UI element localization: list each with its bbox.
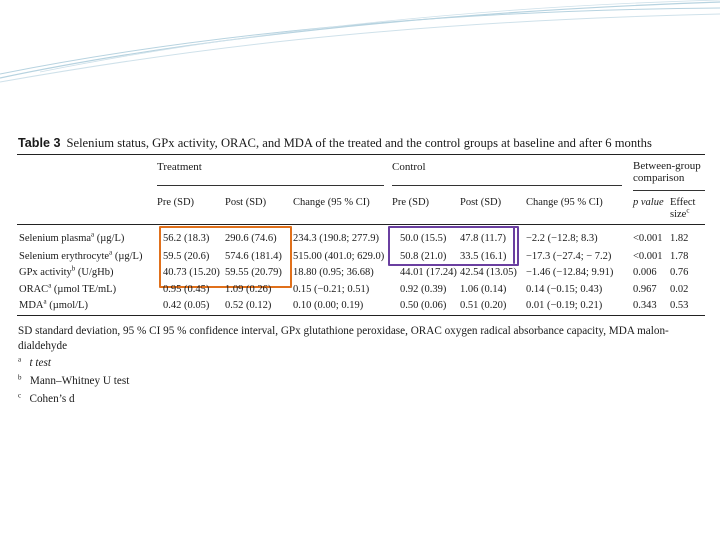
footnote-abbreviations-cont: dialdehyde [18, 340, 68, 352]
col-header-effect-2: sizec [670, 206, 690, 220]
col-header-p-value: p value [633, 197, 664, 208]
table-cell-t-pre: 56.2 (18.3) [163, 233, 210, 244]
table-cell-t-post: 59.55 (20.79) [225, 267, 282, 278]
table-cell-c-post: 33.5 (16.1) [460, 251, 507, 262]
table-cell-t-post: 0.52 (0.12) [225, 300, 272, 311]
footnote-abbreviations: SD standard deviation, 95 % CI 95 % conf… [18, 325, 669, 337]
table-cell-t-change: 0.10 (0.00; 0.19) [293, 300, 364, 311]
table-cell-t-change: 234.3 (190.8; 277.9) [293, 233, 380, 244]
table-cell-es: 1.78 [670, 251, 689, 262]
footnote-b: b Mann–Whitney U test [18, 373, 130, 387]
group-header-between-1: Between-group [633, 160, 701, 172]
table-cell-p: 0.967 [633, 284, 657, 295]
table-cell-p: <0.001 [633, 251, 663, 262]
col-header-treatment-post: Post (SD) [225, 197, 267, 208]
table-cell-c-change: −2.2 (−12.8; 8.3) [526, 233, 598, 244]
col-header-control-post: Post (SD) [460, 197, 502, 208]
group-underline-control [392, 185, 622, 186]
table-cell-c-post: 0.51 (0.20) [460, 300, 507, 311]
control-highlight-box-edge [513, 226, 515, 264]
decorative-swoosh [0, 0, 720, 83]
col-header-control-change: Change (95 % CI) [526, 197, 603, 208]
group-underline-treatment [157, 185, 384, 186]
table-cell-c-pre: 50.0 (15.5) [400, 233, 447, 244]
table-cell-c-post: 47.8 (11.7) [460, 233, 506, 244]
table-top-rule [17, 154, 705, 155]
table-cell-t-post: 290.6 (74.6) [225, 233, 277, 244]
table-label: Table 3 [18, 136, 61, 150]
table-cell-c-change: −17.3 (−27.4; − 7.2) [526, 251, 612, 262]
group-header-control: Control [392, 161, 426, 173]
table-caption: Selenium status, GPx activity, ORAC, and… [66, 136, 652, 150]
table-cell-t-change: 0.15 (−0.21; 0.51) [293, 284, 370, 295]
table-cell-c-post: 1.06 (0.14) [460, 284, 507, 295]
table-cell-es: 0.53 [670, 300, 689, 311]
table-cell-t-pre: 59.5 (20.6) [163, 251, 210, 262]
group-header-treatment: Treatment [157, 161, 202, 173]
table-cell-c-pre: 50.8 (21.0) [400, 251, 447, 262]
table-cell-p: 0.006 [633, 267, 657, 278]
table-cell-t-pre: 0.42 (0.05) [163, 300, 210, 311]
table-bottom-rule [17, 315, 705, 316]
table-cell-c-pre: 0.50 (0.06) [400, 300, 447, 311]
table-cell-t-pre: 40.73 (15.20) [163, 267, 220, 278]
table-cell-c-pre: 0.92 (0.39) [400, 284, 447, 295]
footnote-a: a t test [18, 355, 51, 369]
row-label-full: GPx activityb (U/gHb) [19, 264, 114, 278]
group-underline-between [633, 190, 705, 191]
table-title: Table 3 Selenium status, GPx activity, OR… [18, 136, 652, 151]
table-cell-p: 0.343 [633, 300, 657, 311]
table-cell-p: <0.001 [633, 233, 663, 244]
table-cell-es: 0.76 [670, 267, 689, 278]
table-cell-c-change: 0.14 (−0.15; 0.43) [526, 284, 603, 295]
table-cell-c-pre: 44.01 (17.24) [400, 267, 457, 278]
col-header-treatment-pre: Pre (SD) [157, 197, 195, 208]
table-cell-t-pre: 0.95 (0.45) [163, 284, 210, 295]
table-header-rule [17, 224, 705, 225]
table-cell-c-change: 0.01 (−0.19; 0.21) [526, 300, 603, 311]
control-highlight-box [388, 226, 519, 266]
row-label-full: ORACa (µmol TE/mL) [19, 281, 117, 295]
table-cell-t-change: 515.00 (401.0; 629.0) [293, 251, 385, 262]
col-header-effect-1: Effect [670, 197, 696, 208]
table-cell-es: 1.82 [670, 233, 689, 244]
row-label-full: MDAa (µmol/L) [19, 297, 88, 311]
table-cell-c-change: −1.46 (−12.84; 9.91) [526, 267, 614, 278]
table-cell-c-post: 42.54 (13.05) [460, 267, 517, 278]
row-label-full: Selenium erythrocytea (µg/L) [19, 248, 143, 262]
table-cell-t-post: 574.6 (181.4) [225, 251, 282, 262]
row-label-full: Selenium plasmaa (µg/L) [19, 230, 125, 244]
table-cell-es: 0.02 [670, 284, 689, 295]
footnote-c: c Cohen’s d [18, 391, 75, 405]
table-cell-t-change: 18.80 (0.95; 36.68) [293, 267, 374, 278]
table-cell-t-post: 1.09 (0.26) [225, 284, 272, 295]
treatment-highlight-box [159, 226, 292, 288]
col-header-treatment-change: Change (95 % CI) [293, 197, 370, 208]
col-header-control-pre: Pre (SD) [392, 197, 430, 208]
group-header-between-2: comparison [633, 172, 685, 184]
